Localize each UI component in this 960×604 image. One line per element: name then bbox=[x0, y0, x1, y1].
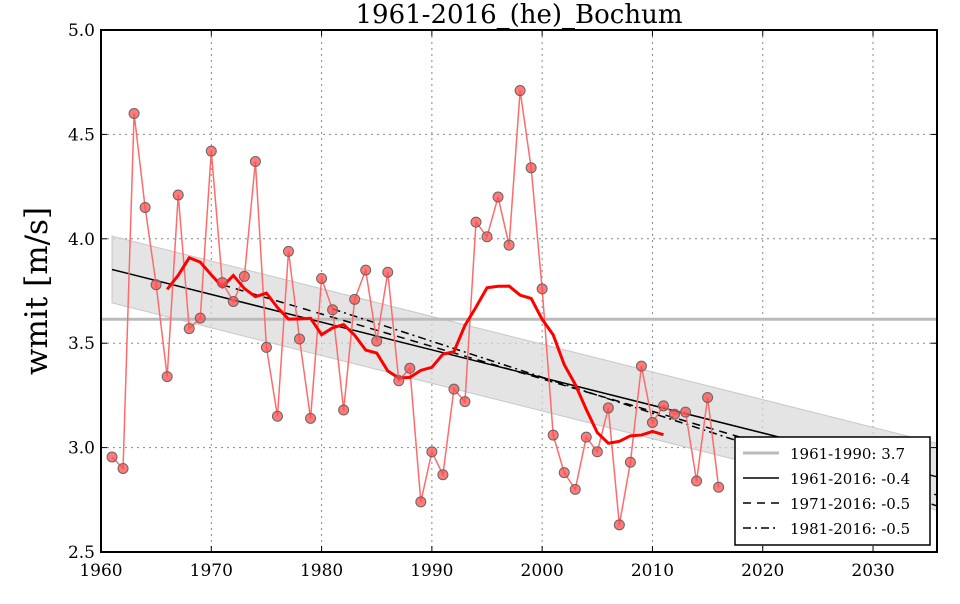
x-tick-label: 2000 bbox=[521, 561, 564, 581]
x-tick-label: 2030 bbox=[851, 561, 894, 581]
data-point bbox=[106, 451, 118, 463]
data-point bbox=[271, 410, 283, 422]
data-point bbox=[382, 266, 394, 278]
x-tick-label: 1990 bbox=[410, 561, 453, 581]
axes-frame bbox=[100, 29, 938, 553]
legend-label: 1961-1990: 3.7 bbox=[790, 445, 905, 463]
data-point bbox=[580, 431, 592, 443]
data-point bbox=[613, 519, 625, 531]
data-point bbox=[680, 406, 692, 418]
x-tick-label: 1960 bbox=[79, 561, 122, 581]
data-point bbox=[249, 156, 261, 168]
x-tick-label: 1980 bbox=[300, 561, 343, 581]
data-point bbox=[426, 446, 438, 458]
data-point bbox=[216, 277, 228, 289]
data-point bbox=[635, 360, 647, 372]
data-point bbox=[547, 429, 559, 441]
data-point bbox=[437, 469, 449, 481]
data-point bbox=[349, 293, 361, 305]
data-point bbox=[183, 323, 195, 335]
data-point bbox=[161, 371, 173, 383]
legend-label: 1961-2016: -0.4 bbox=[790, 470, 910, 488]
legend-label: 1981-2016: -0.5 bbox=[790, 520, 910, 538]
data-point bbox=[360, 264, 372, 276]
y-axis-label: wmit [m/s] bbox=[19, 207, 55, 375]
data-point bbox=[713, 481, 725, 493]
x-tick-label: 1970 bbox=[190, 561, 233, 581]
data-point bbox=[691, 475, 703, 487]
data-point bbox=[128, 108, 140, 120]
data-point bbox=[371, 335, 383, 347]
legend-box bbox=[734, 436, 931, 546]
data-point bbox=[702, 391, 714, 403]
data-point bbox=[150, 279, 162, 291]
chart-title: 1961-2016_(he)_Bochum bbox=[355, 0, 682, 30]
data-point bbox=[470, 216, 482, 228]
data-point bbox=[338, 404, 350, 416]
data-point bbox=[238, 270, 250, 282]
y-tick-label: 4.0 bbox=[68, 230, 95, 250]
data-point bbox=[172, 189, 184, 201]
data-point bbox=[415, 496, 427, 508]
data-point bbox=[305, 412, 317, 424]
data-point bbox=[316, 272, 328, 284]
data-point bbox=[117, 462, 129, 474]
data-point bbox=[569, 483, 581, 495]
data-point bbox=[591, 446, 603, 458]
annual-line bbox=[111, 90, 720, 525]
data-point bbox=[294, 333, 306, 345]
data-point bbox=[669, 408, 681, 420]
y-tick-label: 3.0 bbox=[68, 439, 95, 459]
x-tick-label: 2010 bbox=[631, 561, 674, 581]
data-point bbox=[459, 396, 471, 408]
data-point bbox=[558, 467, 570, 479]
data-point bbox=[139, 201, 151, 213]
x-tick-label: 2020 bbox=[741, 561, 784, 581]
data-point bbox=[327, 304, 339, 316]
data-point bbox=[536, 283, 548, 295]
data-point bbox=[525, 162, 537, 174]
y-tick-label: 3.5 bbox=[68, 334, 95, 354]
data-point bbox=[205, 145, 217, 157]
data-point bbox=[194, 312, 206, 324]
data-point bbox=[492, 191, 504, 203]
y-tick-label: 2.5 bbox=[68, 543, 95, 563]
data-point bbox=[282, 245, 294, 257]
data-point bbox=[602, 402, 614, 414]
y-tick-label: 5.0 bbox=[68, 21, 95, 41]
data-point bbox=[657, 400, 669, 412]
data-point bbox=[481, 231, 493, 243]
data-point bbox=[448, 383, 460, 395]
legend-label: 1971-2016: -0.5 bbox=[790, 495, 910, 513]
y-tick-label: 4.5 bbox=[68, 125, 95, 145]
legend: 1961-1990: 3.7 1961-2016: -0.4 1971-2016: … bbox=[734, 436, 931, 546]
plot-area bbox=[101, 85, 938, 531]
data-point bbox=[404, 362, 416, 374]
moving-average-line bbox=[165, 255, 664, 445]
ticks: 1960 1970 1980 1990 2000 2010 2020 2030 2.5 3.0 3.… bbox=[68, 21, 937, 581]
data-point bbox=[624, 456, 636, 468]
data-point bbox=[260, 341, 272, 353]
data-point bbox=[393, 375, 405, 387]
data-point bbox=[503, 239, 515, 251]
data-point bbox=[514, 85, 526, 97]
data-point bbox=[646, 417, 658, 429]
data-point bbox=[227, 295, 239, 307]
